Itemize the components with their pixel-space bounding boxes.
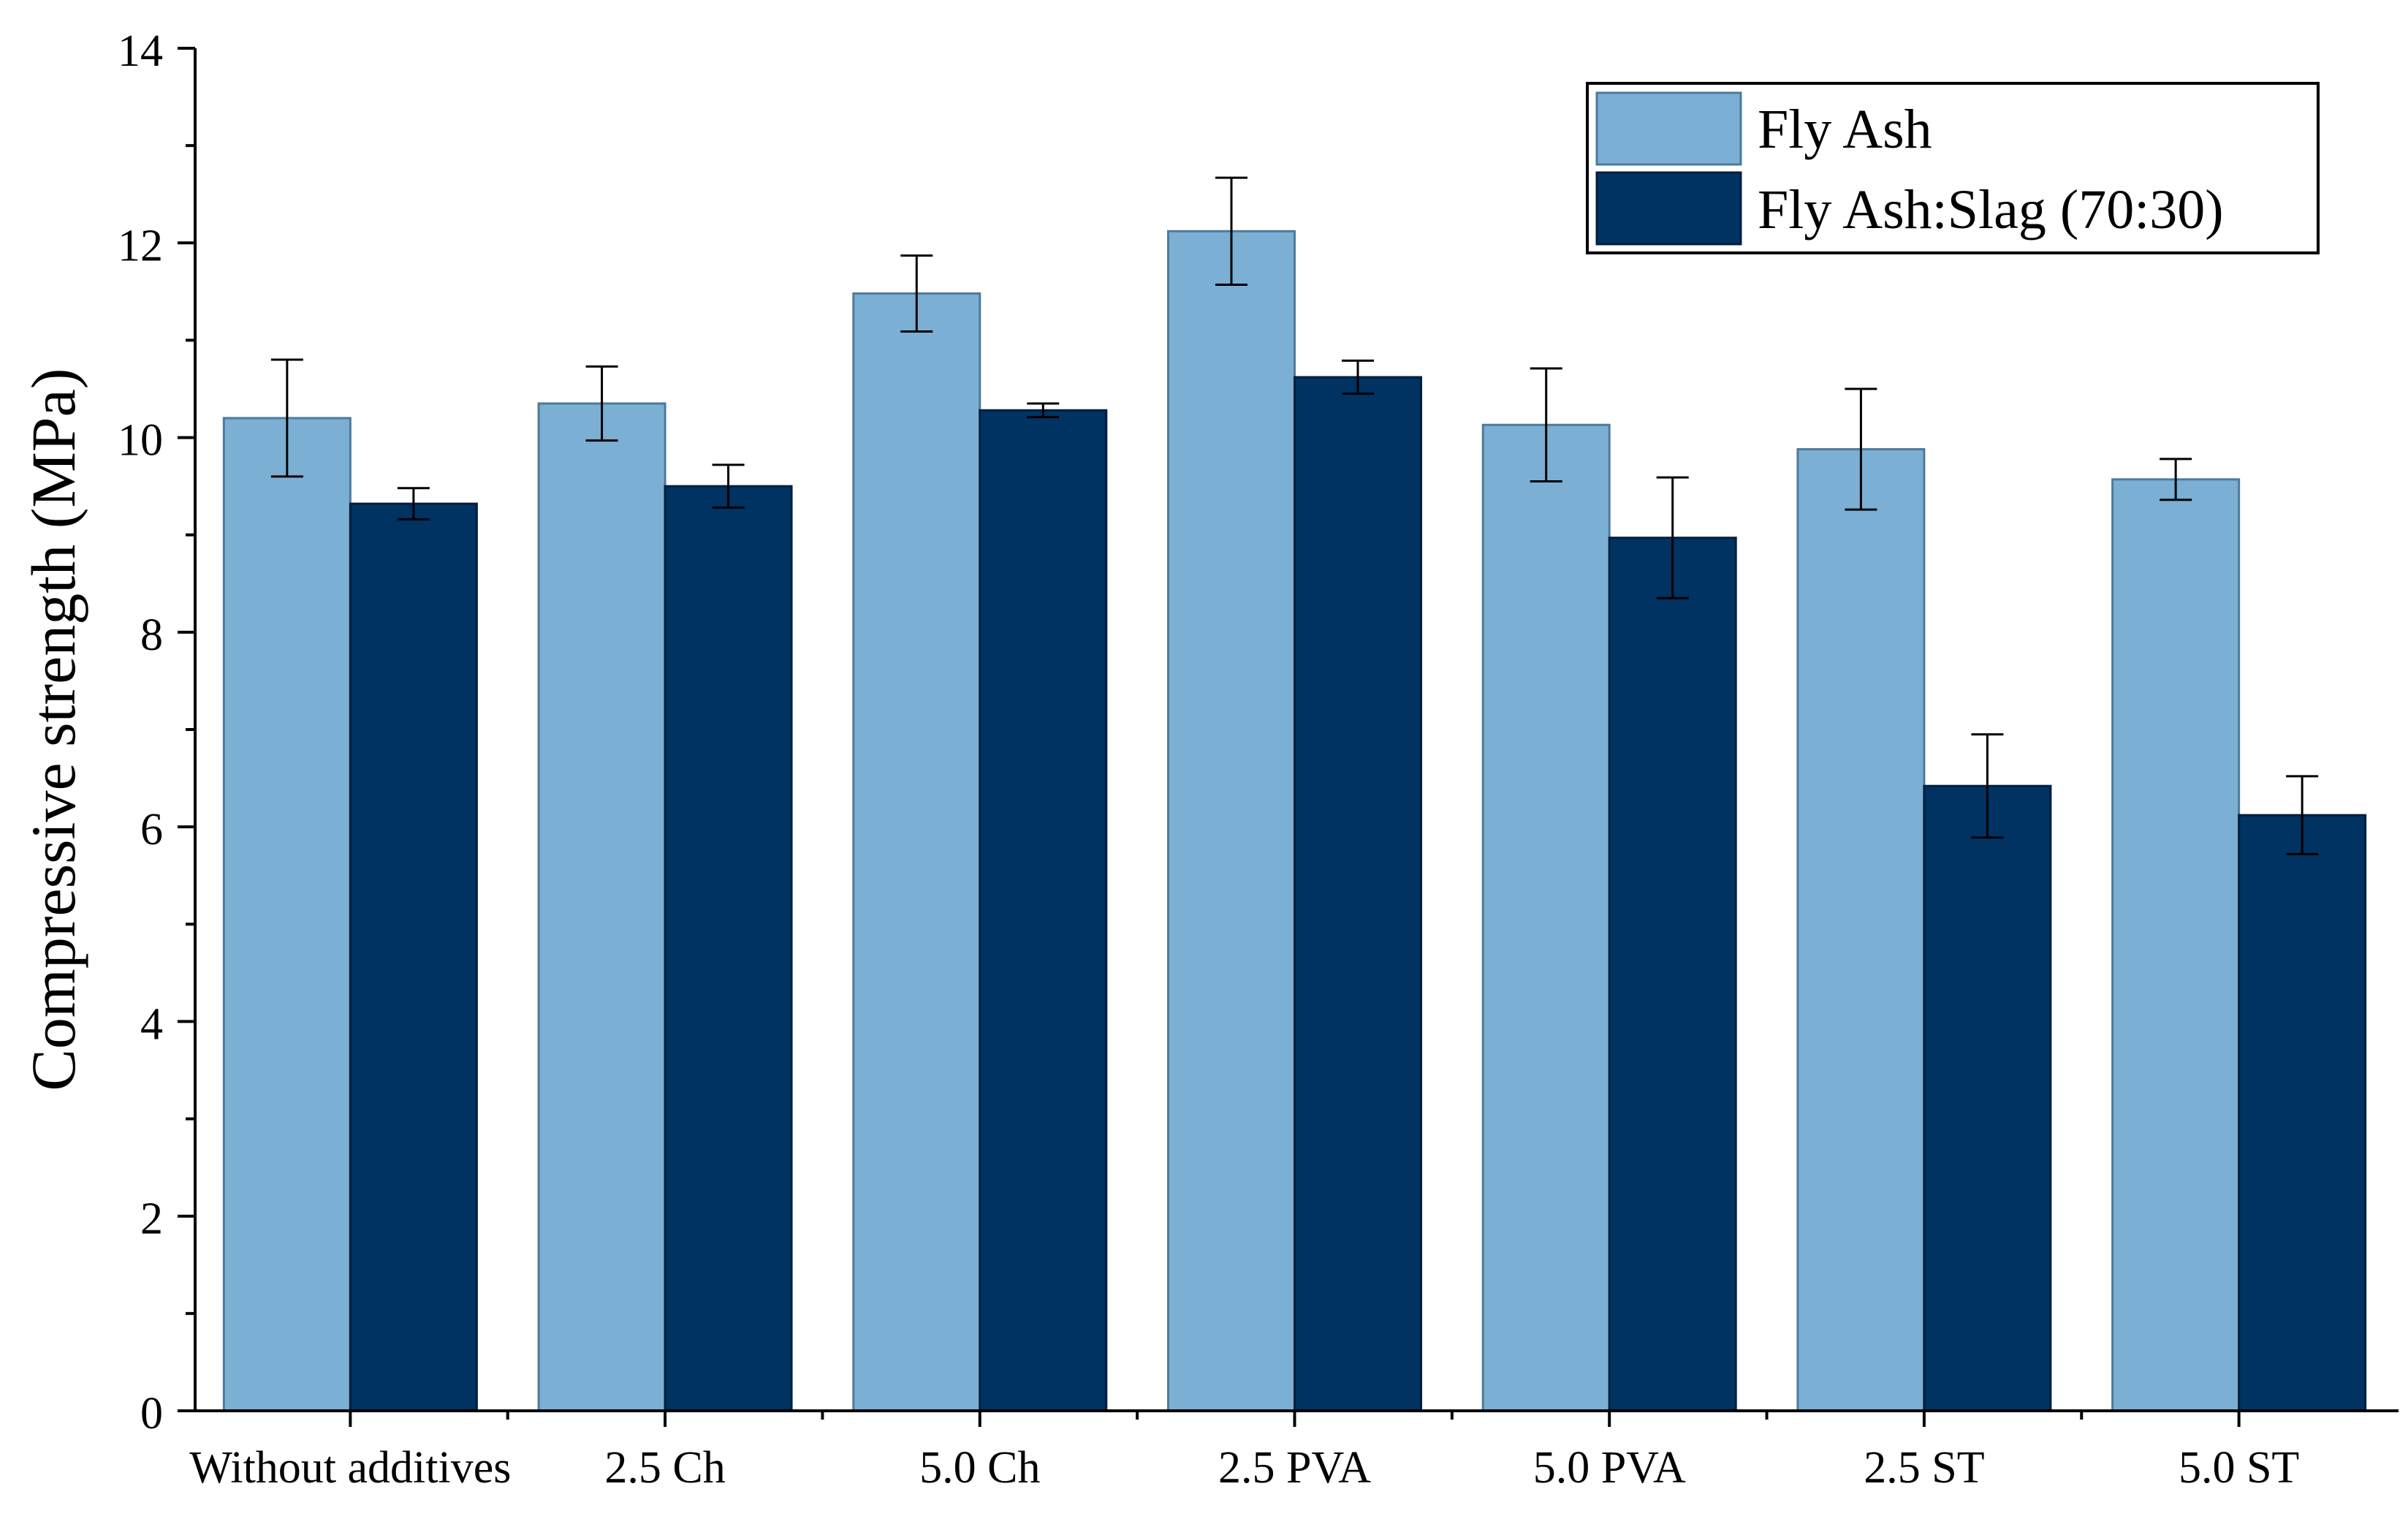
legend-label-fly-ash-slag: Fly Ash:Slag (70:30) <box>1758 179 2224 240</box>
legend-swatch-fly-ash-slag <box>1595 171 1742 246</box>
x-tick-label-5-0-st: 5.0 ST <box>2179 1443 2299 1493</box>
y-tick-label: 6 <box>140 805 163 855</box>
bar-fly-ash-5-0-pva <box>1481 423 1611 1412</box>
legend: Fly Ash Fly Ash:Slag (70:30) <box>1586 82 2320 254</box>
x-tick-label-2-5-ch: 2.5 Ch <box>604 1443 725 1493</box>
y-tick-label: 8 <box>140 610 163 660</box>
bar-fly-ash-2-5-ch <box>537 402 666 1412</box>
legend-swatch-fly-ash <box>1595 91 1742 166</box>
bar-fly-ash-slag-70-30-5-0-pva <box>1608 537 1737 1412</box>
bar-fly-ash-2-5-st <box>1796 448 1926 1412</box>
y-axis-title: Compressive strength (MPa) <box>18 368 88 1091</box>
x-tick-label-without-additives: Without additives <box>189 1443 511 1493</box>
bar-fly-ash-slag-70-30-2-5-st <box>1923 784 2052 1412</box>
x-tick-label-2-5-st: 2.5 ST <box>1864 1443 1984 1493</box>
bar-fly-ash-slag-70-30-5-0-st <box>2238 814 2367 1412</box>
bar-fly-ash-slag-70-30-2-5-ch <box>664 485 793 1412</box>
bar-fly-ash-5-0-st <box>2111 478 2241 1412</box>
bar-fly-ash-slag-70-30-without-additives <box>349 502 478 1412</box>
bar-fly-ash-2-5-pva <box>1167 230 1296 1412</box>
bar-fly-ash-5-0-ch <box>852 292 981 1412</box>
y-tick-label: 12 <box>118 221 163 270</box>
bars-layer <box>222 230 2367 1412</box>
error-bars-layer <box>270 176 2319 855</box>
legend-label-fly-ash: Fly Ash <box>1758 99 1932 160</box>
y-tick-label: 0 <box>140 1389 163 1439</box>
y-tick-label: 4 <box>140 999 163 1049</box>
y-ticks-layer: 0 2 4 6 8 10 12 14 <box>118 26 195 1439</box>
bar-fly-ash-slag-70-30-2-5-pva <box>1294 376 1422 1412</box>
x-tick-label-5-0-ch: 5.0 Ch <box>919 1443 1040 1493</box>
bar-fly-ash-without-additives <box>222 417 352 1412</box>
x-ticks-layer: Without additives 2.5 Ch 5.0 Ch 2.5 PVA 5.0 … <box>189 1411 2299 1493</box>
x-tick-label-5-0-pva: 5.0 PVA <box>1533 1443 1686 1493</box>
y-tick-label: 2 <box>140 1194 163 1244</box>
bar-fly-ash-slag-70-30-5-0-ch <box>979 409 1108 1412</box>
y-tick-label: 10 <box>118 416 163 466</box>
x-tick-label-2-5-pva: 2.5 PVA <box>1218 1443 1371 1493</box>
y-tick-label: 14 <box>118 26 163 76</box>
